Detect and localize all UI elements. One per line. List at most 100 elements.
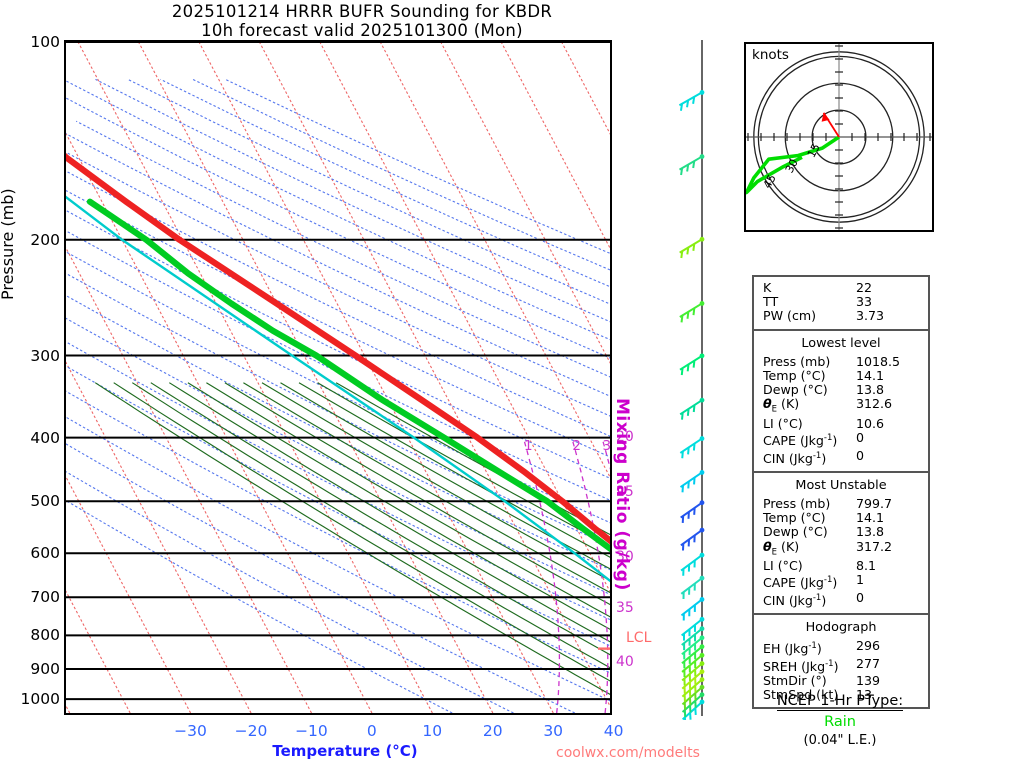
most-unstable-row: LI (°C) 8.1 bbox=[754, 559, 928, 573]
info-key: Dewp (°C) bbox=[763, 382, 828, 398]
height-tick-35: 35 bbox=[616, 600, 634, 616]
pressure-tick-100: 100 bbox=[30, 33, 60, 51]
info-key: θE (K) bbox=[763, 538, 800, 558]
info-key: Press (mb) bbox=[763, 495, 831, 511]
info-key: StmDir (°) bbox=[763, 673, 827, 689]
hodograph-heading: Hodograph bbox=[805, 620, 877, 636]
info-value: 1 bbox=[856, 572, 865, 588]
info-value: 14.1 bbox=[856, 367, 885, 383]
ptype-heading: NCEP 1-Hr PType: bbox=[776, 693, 904, 711]
info-value: 13.8 bbox=[856, 382, 885, 398]
info-key: TT bbox=[763, 294, 779, 310]
info-value: 3.73 bbox=[856, 308, 885, 324]
info-key: Temp (°C) bbox=[763, 367, 826, 383]
indices-section: K 22 TT 33 PW (cm) 3.73 bbox=[754, 277, 928, 331]
info-key: CAPE (Jkg-1) bbox=[763, 575, 838, 591]
hodograph-ring-label: 45 bbox=[761, 172, 779, 190]
mixing-ratio-line-label: 3 bbox=[602, 438, 612, 455]
info-value: 10.6 bbox=[856, 415, 885, 431]
lowest-level-row: CIN (Jkg-1) 0 bbox=[754, 447, 928, 466]
sounding-info-table: K 22 TT 33 PW (cm) 3.73 Lowest level Press (m… bbox=[752, 275, 930, 710]
most-unstable-row: CAPE (Jkg-1) 1 bbox=[754, 572, 928, 591]
temperature-tick-10: 10 bbox=[422, 722, 443, 740]
lowest-level-section: Lowest level Press (mb) 1018.5 Temp (°C) 14… bbox=[754, 331, 928, 473]
temperature-tick-40: 40 bbox=[603, 722, 624, 740]
most-unstable-heading: Most Unstable bbox=[795, 477, 887, 493]
lowest-level-row: Dewp (°C) 13.8 bbox=[754, 382, 928, 398]
info-key: Dewp (°C) bbox=[763, 524, 828, 540]
wind-barb-column bbox=[678, 40, 705, 720]
pressure-tick-500: 500 bbox=[30, 492, 60, 511]
skewt-diagram[interactable]: 1 2 3 bbox=[64, 40, 612, 715]
hodograph-units-label: knots bbox=[752, 47, 789, 63]
info-key: CIN (Jkg-1) bbox=[763, 592, 827, 609]
ptype-value: Rain bbox=[824, 714, 856, 730]
most-unstable-row: Dewp (°C) 13.8 bbox=[754, 525, 928, 539]
height-tick-20: 20 bbox=[616, 429, 634, 445]
hodograph-stat-row: EH (Jkg-1) 296 bbox=[754, 638, 928, 657]
hodograph-stats-section: Hodograph EH (Jkg-1) 296 SREH (Jkg-1) 277 St… bbox=[754, 615, 928, 707]
pressure-tick-200: 200 bbox=[30, 230, 60, 249]
temperature-tick--10: −10 bbox=[295, 722, 328, 740]
height-tick-30: 30 bbox=[616, 549, 634, 565]
temperature-tick-0: 0 bbox=[366, 722, 377, 740]
info-key: Press (mb) bbox=[763, 353, 831, 369]
temperature-axis-label: Temperature (°C) bbox=[272, 742, 418, 760]
pressure-tick-400: 400 bbox=[30, 428, 60, 447]
info-key: StmSpd (kt) bbox=[763, 687, 839, 703]
hodograph-ring-label: 15 bbox=[805, 141, 823, 159]
info-value: 139 bbox=[856, 673, 881, 689]
hodograph-stat-row: StmDir (°) 139 bbox=[754, 673, 928, 689]
ptype-liquid-equivalent: (0.04" L.E.) bbox=[803, 733, 877, 748]
info-value: 8.1 bbox=[856, 558, 877, 574]
pressure-tick-800: 800 bbox=[30, 626, 60, 645]
index-row: PW (cm) 3.73 bbox=[754, 309, 928, 323]
info-value: 1018.5 bbox=[856, 353, 901, 369]
info-value: 0 bbox=[856, 589, 865, 605]
mixing-ratio-line-label: 2 bbox=[572, 438, 581, 455]
most-unstable-row: Press (mb) 799.7 bbox=[754, 495, 928, 511]
pressure-tick-600: 600 bbox=[30, 544, 60, 563]
temperature-tick-20: 20 bbox=[482, 722, 503, 740]
lowest-level-heading: Lowest level bbox=[801, 335, 881, 351]
most-unstable-row: CIN (Jkg-1) 0 bbox=[754, 589, 928, 609]
most-unstable-row: θE (K) 317.2 bbox=[754, 538, 928, 560]
info-key: EH (Jkg-1) bbox=[763, 641, 822, 657]
skewt-plot-area bbox=[66, 42, 610, 713]
mixing-ratio-axis-label: Mixing Ratio (g/kg) bbox=[612, 398, 632, 591]
height-tick-25: 25 bbox=[616, 484, 634, 500]
info-value: 0 bbox=[856, 430, 865, 446]
info-value: 13 bbox=[856, 687, 873, 703]
lowest-level-row: LI (°C) 10.6 bbox=[754, 415, 928, 431]
info-value: 0 bbox=[856, 447, 865, 463]
hodograph-stat-row: StmSpd (kt) 13 bbox=[754, 688, 928, 702]
info-value: 22 bbox=[856, 280, 873, 295]
lowest-level-row: Press (mb) 1018.5 bbox=[754, 353, 928, 369]
height-tick-40: 40 bbox=[616, 654, 634, 670]
pressure-tick-300: 300 bbox=[30, 346, 60, 365]
info-key: SREH (Jkg-1) bbox=[763, 658, 839, 674]
info-value: 33 bbox=[856, 294, 873, 310]
pressure-tick-900: 900 bbox=[30, 660, 60, 678]
ptype-panel: NCEP 1-Hr PType: Rain (0.04" L.E.) bbox=[740, 690, 940, 748]
pressure-tick-700: 700 bbox=[30, 588, 60, 607]
info-value: 13.8 bbox=[856, 524, 885, 540]
lcl-label: LCL bbox=[626, 630, 652, 646]
mixing-ratio-line-label: 1 bbox=[523, 438, 533, 455]
info-key: θE (K) bbox=[763, 396, 800, 415]
info-key: LI (°C) bbox=[763, 415, 803, 431]
watermark: coolwx.com/modelts bbox=[556, 745, 700, 761]
index-row: K 22 bbox=[754, 280, 928, 295]
lowest-level-row: CAPE (Jkg-1) 0 bbox=[754, 430, 928, 449]
info-key: CAPE (Jkg-1) bbox=[763, 433, 838, 449]
hodograph[interactable]: 15 30 45 knots bbox=[744, 42, 934, 232]
info-value: 296 bbox=[856, 638, 881, 654]
info-value: 312.6 bbox=[856, 396, 893, 412]
title-line-1: 2025101214 HRRR BUFR Sounding for KBDR bbox=[171, 2, 553, 21]
pressure-tick-1000: 1000 bbox=[20, 690, 60, 709]
temperature-tick--20: −20 bbox=[234, 722, 268, 740]
temperature-tick--30: −30 bbox=[174, 722, 207, 740]
info-value: 317.2 bbox=[856, 538, 893, 554]
info-key: K bbox=[763, 280, 772, 295]
